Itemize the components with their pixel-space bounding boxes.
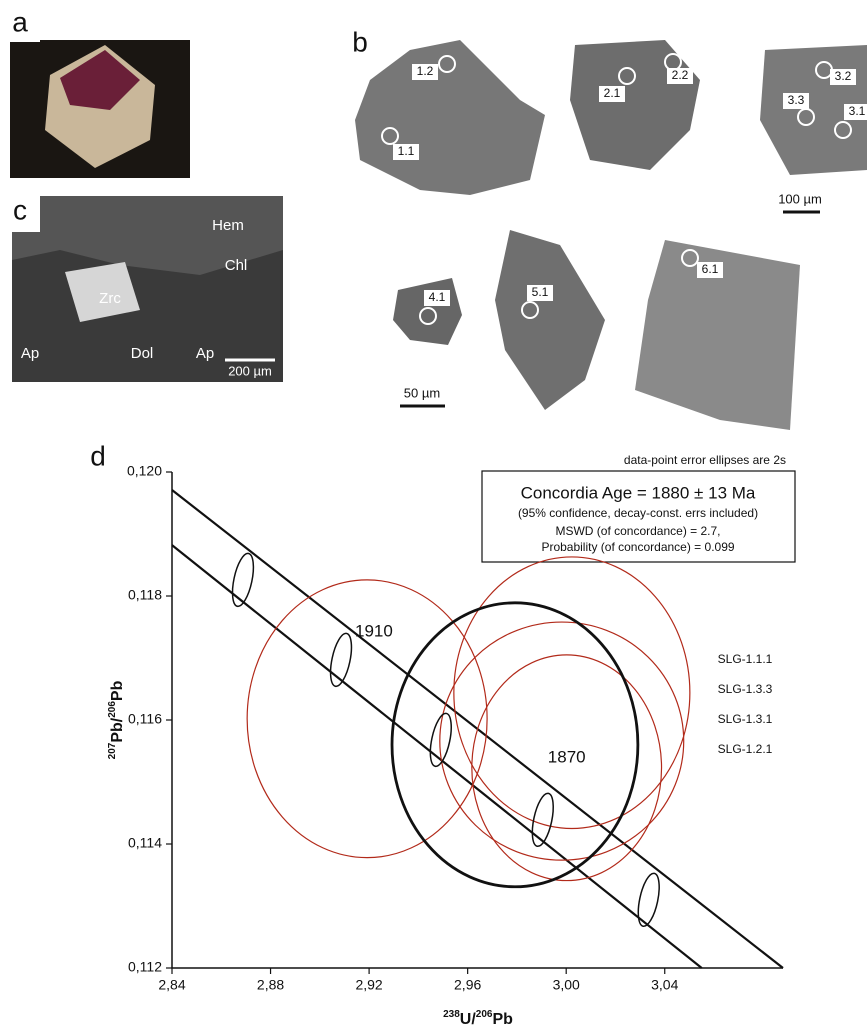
- figure: a b 100 µm 50 µm c Hem Chl Zrc Ap Dol Ap 200 µ…: [0, 0, 867, 1035]
- label-part: Pb: [492, 1011, 513, 1028]
- x-tick-label: 2,92: [355, 977, 382, 993]
- box-line: (95% confidence, decay-const. errs inclu…: [518, 506, 758, 520]
- ylabel: 207Pb/206Pb: [107, 680, 126, 759]
- y-tick-label: 0,114: [128, 835, 162, 851]
- sample-label: SLG-1.3.3: [718, 682, 773, 696]
- mineral-label: Chl: [225, 257, 248, 274]
- mineral-label: Ap: [196, 345, 214, 362]
- spot-label: 1.1: [398, 144, 415, 158]
- age-label: 1870: [548, 747, 586, 766]
- age-marker: [229, 552, 258, 609]
- y-tick-label: 0,112: [128, 959, 162, 975]
- spot-label: 4.1: [429, 290, 446, 304]
- spot-label: 3.2: [835, 69, 852, 83]
- label-part: 207: [107, 742, 118, 759]
- label-part: Pb/: [109, 717, 126, 742]
- error-ellipse: [392, 603, 638, 887]
- x-tick-label: 3,04: [651, 977, 678, 993]
- sample-label: SLG-1.3.1: [718, 712, 773, 726]
- panel-label: a: [12, 6, 28, 37]
- sample-label: SLG-1.1.1: [718, 652, 773, 666]
- error-ellipse: [454, 557, 690, 829]
- grain: [495, 230, 605, 410]
- grain: [393, 278, 462, 345]
- sample-label: SLG-1.2.1: [718, 742, 773, 756]
- x-tick-label: 3,00: [553, 977, 580, 993]
- label-part: 238: [443, 1009, 460, 1020]
- note: data-point error ellipses are 2s: [624, 453, 786, 467]
- panel-label: c: [13, 194, 27, 225]
- x-tick-label: 2,88: [257, 977, 284, 993]
- xlabel: 238U/206Pb: [443, 1009, 513, 1028]
- age-marker: [528, 792, 557, 849]
- x-tick-label: 2,96: [454, 977, 481, 993]
- scale-label: 100 µm: [778, 191, 822, 206]
- label-part: Pb: [109, 680, 126, 701]
- grain: [355, 40, 545, 195]
- box-line: MSWD (of concordance) = 2.7,: [555, 524, 720, 538]
- y-tick-label: 0,118: [128, 587, 162, 603]
- mineral-label: Ap: [21, 345, 39, 362]
- mineral-label: Hem: [212, 217, 244, 234]
- spot-label: 5.1: [532, 285, 549, 299]
- error-ellipse: [472, 655, 662, 881]
- chart: 2,84 2,88 2,92 2,96 3,00 3,04 0,112 0,114 0,116 0…: [107, 463, 783, 1029]
- spot-label: 3.1: [849, 104, 866, 118]
- mineral-label: Zrc: [99, 290, 121, 307]
- y-tick-label: 0,120: [127, 463, 162, 479]
- spot-label: 1.2: [417, 64, 434, 78]
- label-part: 206: [476, 1009, 493, 1020]
- spot-label: 2.2: [672, 68, 689, 82]
- spot-label: 6.1: [702, 262, 719, 276]
- panel-label: b: [352, 26, 368, 57]
- box-line: Concordia Age = 1880 ± 13 Ma: [521, 483, 756, 502]
- label-part: U/: [460, 1011, 477, 1028]
- y-tick-label: 0,116: [128, 711, 162, 727]
- error-ellipse: [440, 622, 684, 860]
- scale-label: 50 µm: [404, 385, 440, 400]
- age-label: 1910: [355, 621, 393, 640]
- box-line: Probability (of concordance) = 0.099: [541, 540, 734, 554]
- x-tick-label: 2,84: [158, 977, 185, 993]
- spot-label: 2.1: [604, 86, 621, 100]
- panel-label: d: [90, 440, 106, 471]
- label-part: 206: [107, 701, 118, 718]
- spot-label: 3.3: [788, 93, 805, 107]
- mineral-label: Dol: [131, 345, 154, 362]
- age-marker: [634, 872, 663, 929]
- scale-label: 200 µm: [228, 363, 272, 378]
